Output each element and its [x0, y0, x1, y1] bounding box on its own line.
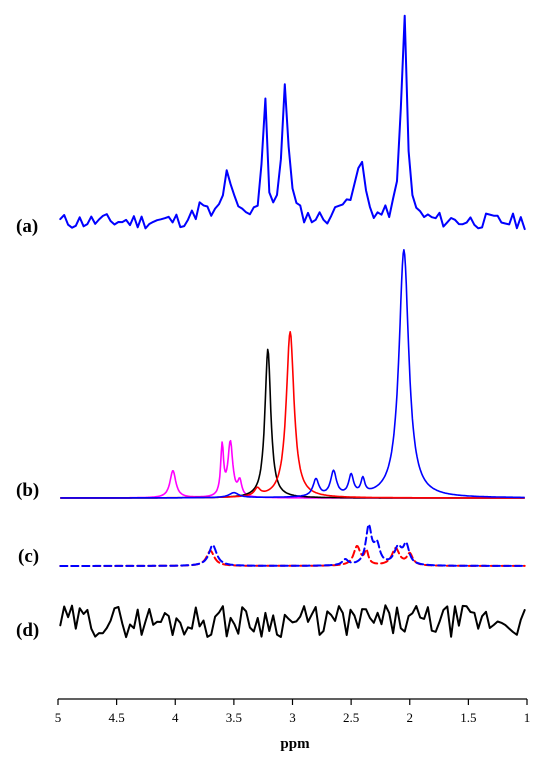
x-tick-label-8: 1: [524, 710, 531, 725]
series-blue-1: [59, 14, 526, 231]
series-blue-3: [59, 523, 526, 567]
panel-a: [59, 14, 526, 231]
x-tick-label-7: 1.5: [460, 710, 476, 725]
series-red-2: [60, 331, 525, 499]
series-blue-2: [60, 249, 525, 499]
panel-d: [59, 604, 526, 639]
panel-label-b: (b): [16, 480, 39, 501]
x-tick-label-4: 3: [289, 710, 296, 725]
x-axis-label: ppm: [280, 736, 310, 752]
series-black-4: [59, 604, 526, 639]
panel-label-c: (c): [18, 546, 39, 567]
x-tick-label-5: 2.5: [343, 710, 359, 725]
panel-label-d: (d): [16, 620, 39, 641]
series-red-3: [59, 545, 526, 567]
x-tick-label-6: 2: [407, 710, 414, 725]
x-tick-label-3: 3.5: [226, 710, 242, 725]
x-tick-label-2: 4: [172, 710, 179, 725]
panel-label-a: (a): [16, 216, 38, 237]
x-tick-label-1: 4.5: [109, 710, 125, 725]
series-magenta-2: [60, 439, 525, 499]
panel-c: [59, 523, 526, 567]
x-tick-label-0: 5: [55, 710, 62, 725]
x-axis: 5 4.5 4 3.5 3 2.5 2 1.5 1: [55, 698, 531, 725]
panel-b: [60, 249, 525, 499]
